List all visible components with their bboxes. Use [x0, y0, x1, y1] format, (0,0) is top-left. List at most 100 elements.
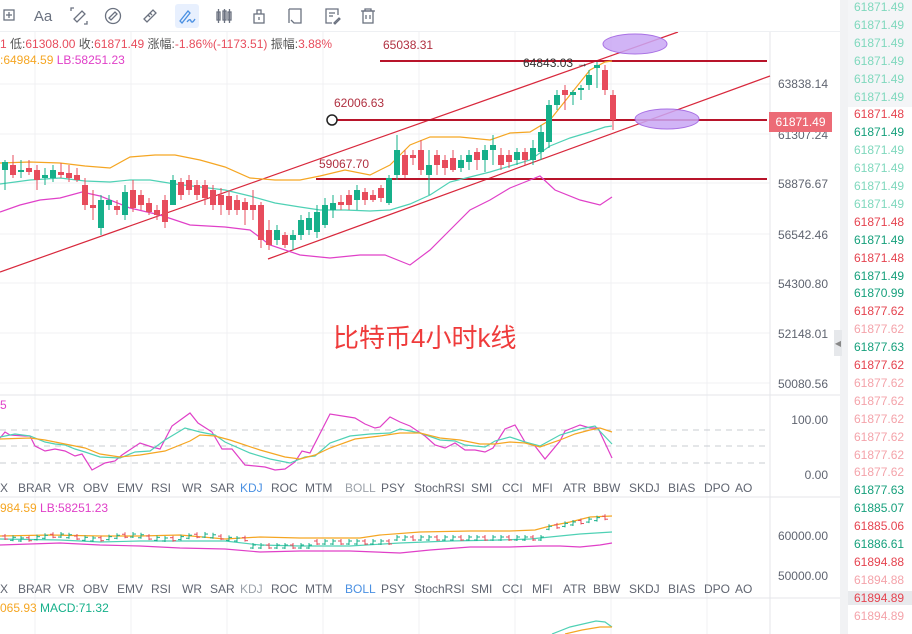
chart-canvas[interactable]: [0, 0, 840, 634]
indicator-tab-bias[interactable]: BIAS: [668, 481, 696, 495]
indicator-tab-cci[interactable]: CCI: [502, 582, 523, 596]
candles-icon[interactable]: [212, 4, 236, 28]
level-label-59067: 59067.70: [319, 157, 370, 171]
ticker-row: 61877.62: [854, 447, 905, 462]
ruler-measure-icon[interactable]: [67, 4, 91, 28]
indicator-tab-atr[interactable]: ATR: [563, 582, 587, 596]
indicator-tab-emv[interactable]: EMV: [117, 481, 144, 495]
ticker-row: 61870.99: [854, 286, 905, 301]
indicator-tab-vr[interactable]: VR: [58, 582, 75, 596]
indicator-tab-bbw[interactable]: BBW: [593, 582, 621, 596]
panel-divider[interactable]: [840, 0, 848, 634]
indicator-tab-sar[interactable]: SAR: [210, 582, 235, 596]
ticker-row: 61871.48: [854, 107, 905, 122]
indicator-tab-cci[interactable]: CCI: [502, 481, 523, 495]
indicator-tab-psy[interactable]: PSY: [381, 481, 406, 495]
boll-axis-tick: 60000.00: [777, 529, 828, 543]
indicator-tab-vr[interactable]: VR: [58, 481, 75, 495]
indicator-tab-emv[interactable]: EMV: [117, 582, 144, 596]
ticker-row: 61871.49: [854, 71, 905, 86]
ticker-row: 61894.88: [854, 572, 905, 587]
indicator-tab-dpo[interactable]: DPO: [704, 582, 731, 596]
indicator-tab-wr[interactable]: WR: [182, 582, 202, 596]
change-value: -1.86%(-1173.51): [174, 37, 268, 51]
price-tick: 58876.67: [777, 177, 828, 191]
indicator-tab-mfi[interactable]: MFI: [532, 481, 553, 495]
indicator-tab-bbw[interactable]: BBW: [593, 481, 621, 495]
indicator-tab-boll[interactable]: BOLL: [345, 582, 376, 596]
ticker-row: 61877.63: [854, 483, 905, 498]
indicator-tab-smi[interactable]: SMI: [471, 582, 493, 596]
indicator-tab-rsi[interactable]: RSI: [151, 582, 172, 596]
macd-panel-info: 065.93 MACD:71.32: [0, 601, 109, 615]
text-tool-label: Aa: [33, 7, 53, 25]
indicator-tab-ao[interactable]: AO: [735, 582, 753, 596]
indicator-tab-ao[interactable]: AO: [735, 481, 753, 495]
trade-ticker-list[interactable]: 61871.49 61871.49 61871.49 61871.49 61871.49…: [848, 0, 912, 634]
ticker-row: 61877.62: [854, 429, 905, 444]
ticker-row: 61871.49: [854, 53, 905, 68]
ticker-row: 61894.89: [848, 590, 912, 605]
indicator-tab-sar[interactable]: SAR: [210, 481, 235, 495]
level-label-64843: 64843.03 →: [523, 56, 589, 70]
current-price-tag: 61871.49: [769, 112, 832, 132]
ruler-circle-icon[interactable]: [101, 4, 125, 28]
indicator-tab-brar[interactable]: BRAR: [18, 582, 52, 596]
bookmark-icon[interactable]: [283, 4, 307, 28]
ticker-row: 61871.48: [854, 214, 905, 229]
indicator-tab-skdj[interactable]: SKDJ: [629, 481, 660, 495]
ticker-row: 61871.49: [854, 268, 905, 283]
boll-panel-lb: LB:58251.23: [40, 501, 109, 515]
indicator-tab-rsi[interactable]: RSI: [151, 481, 172, 495]
indicator-tab-stochrsi[interactable]: StochRSI: [414, 481, 465, 495]
trash-icon[interactable]: [356, 4, 380, 28]
indicator-tab-wr[interactable]: WR: [182, 481, 202, 495]
indicator-tab-kdj[interactable]: KDJ: [240, 582, 263, 596]
amplitude-label: 振幅:: [270, 37, 299, 51]
indicator-tab-kdj[interactable]: KDJ: [240, 481, 263, 495]
indicator-tab-mfi[interactable]: MFI: [532, 582, 553, 596]
text-tool-button[interactable]: Aa: [33, 4, 53, 28]
ticker-row: 61894.88: [854, 554, 905, 569]
open-fragment: 1: [0, 37, 7, 51]
ticker-row: 61885.06: [854, 519, 905, 534]
indicator-tab-skdj[interactable]: SKDJ: [629, 582, 660, 596]
indicator-tab-bias[interactable]: BIAS: [668, 582, 696, 596]
level-label-62006: 62006.63: [334, 96, 385, 110]
indicator-tab-x[interactable]: X: [0, 582, 9, 596]
indicator-tab-obv[interactable]: OBV: [83, 481, 109, 495]
indicator-tab-mtm[interactable]: MTM: [305, 481, 333, 495]
indicator-tab-brar[interactable]: BRAR: [18, 481, 52, 495]
boll-info: :64984.59 LB:58251.23: [0, 53, 125, 67]
ticker-row: 61877.62: [854, 322, 905, 337]
indicator-tab-roc[interactable]: ROC: [271, 582, 298, 596]
indicator-tab-atr[interactable]: ATR: [563, 481, 587, 495]
indicator-tab-stochrsi[interactable]: StochRSI: [414, 582, 465, 596]
ticker-row: 61871.49: [854, 143, 905, 158]
drawing-toolbar: Aa: [0, 0, 840, 32]
ticker-row: 61871.49: [854, 179, 905, 193]
indicator-tab-mtm[interactable]: MTM: [305, 582, 333, 596]
kdj-header: 5: [0, 398, 7, 412]
indicator-tab-psy[interactable]: PSY: [381, 582, 406, 596]
ruler-icon[interactable]: [138, 4, 162, 28]
ticker-row: 61877.62: [854, 375, 905, 390]
ticker-row: 61894.89: [854, 608, 905, 623]
indicator-tab-roc[interactable]: ROC: [271, 481, 298, 495]
pen-draw-icon[interactable]: [175, 4, 199, 28]
ticker-row: 61877.62: [854, 465, 905, 480]
chevron-left-icon: ◀: [834, 338, 842, 348]
indicator-tab-x[interactable]: X: [0, 481, 9, 495]
ticker-row: 61885.07: [854, 501, 905, 516]
indicator-tab-boll[interactable]: BOLL: [345, 481, 376, 495]
indicator-tab-smi[interactable]: SMI: [471, 481, 493, 495]
indicator-tab-obv[interactable]: OBV: [83, 582, 109, 596]
ticker-row: 61871.48: [854, 250, 905, 265]
lock-icon[interactable]: [247, 4, 271, 28]
collapse-handle[interactable]: ◀: [834, 330, 842, 356]
kdj-axis-tick: 0.00: [804, 468, 828, 482]
close-label: 收:: [78, 37, 95, 51]
crosshair-add-icon[interactable]: [0, 4, 24, 28]
indicator-tab-dpo[interactable]: DPO: [704, 481, 731, 495]
note-edit-icon[interactable]: [320, 4, 344, 28]
